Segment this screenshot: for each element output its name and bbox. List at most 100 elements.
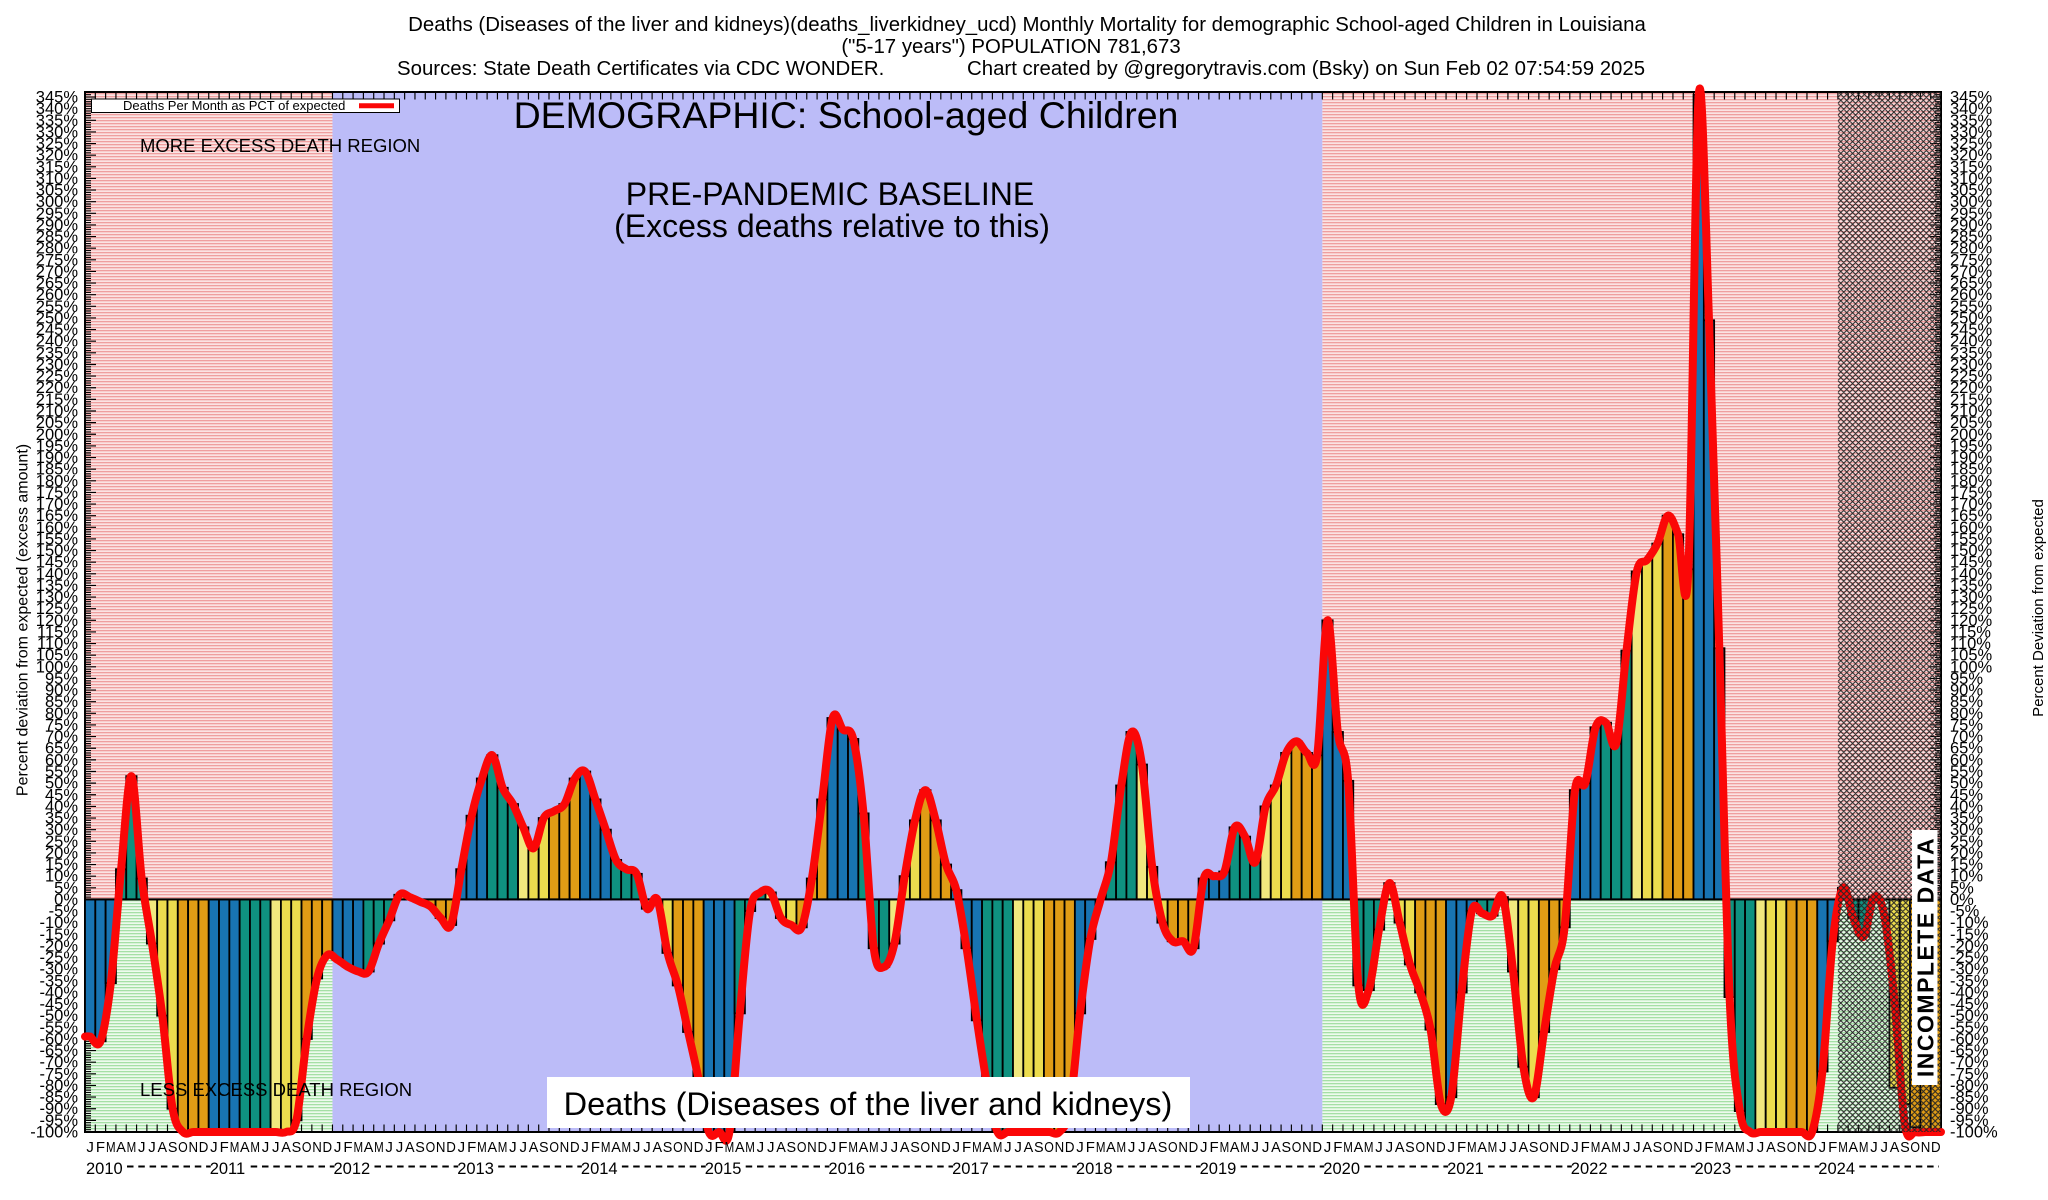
svg-text:S: S xyxy=(1158,1139,1168,1156)
svg-text:145%: 145% xyxy=(36,554,79,572)
svg-text:J: J xyxy=(1870,1139,1878,1156)
svg-text:195%: 195% xyxy=(36,437,79,455)
svg-text:M: M xyxy=(869,1139,879,1156)
svg-text:F: F xyxy=(220,1139,229,1156)
svg-text:295%: 295% xyxy=(36,205,79,223)
svg-text:275%: 275% xyxy=(36,251,79,269)
svg-text:-55%: -55% xyxy=(1950,1019,1989,1037)
svg-text:340%: 340% xyxy=(1950,100,1993,118)
svg-text:O: O xyxy=(797,1139,807,1156)
svg-text:S: S xyxy=(1900,1139,1910,1156)
svg-text:110%: 110% xyxy=(1950,635,1991,653)
svg-text:85%: 85% xyxy=(1950,693,1983,711)
svg-text:-20%: -20% xyxy=(39,937,78,955)
svg-text:A: A xyxy=(487,1139,497,1156)
svg-text:O: O xyxy=(1539,1139,1549,1156)
svg-text:230%: 230% xyxy=(36,356,79,374)
svg-text:5%: 5% xyxy=(1950,879,1974,897)
svg-text:325%: 325% xyxy=(36,135,79,153)
svg-text:M: M xyxy=(972,1139,982,1156)
svg-text:D: D xyxy=(1436,1139,1446,1156)
svg-text:M: M xyxy=(127,1139,137,1156)
svg-text:J: J xyxy=(1200,1139,1208,1156)
svg-text:A: A xyxy=(1147,1139,1157,1156)
svg-text:D: D xyxy=(1931,1139,1941,1156)
svg-text:J: J xyxy=(1623,1139,1631,1156)
svg-text:J: J xyxy=(385,1139,393,1156)
svg-text:S: S xyxy=(539,1139,549,1156)
svg-text:50%: 50% xyxy=(45,775,78,793)
svg-text:-100%: -100% xyxy=(1950,1124,1998,1142)
svg-text:D: D xyxy=(1189,1139,1199,1156)
svg-text:Sources: State Death Certifica: Sources: State Death Certificates via CD… xyxy=(397,58,884,80)
svg-text:175%: 175% xyxy=(1950,484,1993,502)
svg-text:M: M xyxy=(745,1139,755,1156)
svg-text:-30%: -30% xyxy=(39,961,78,979)
svg-text:155%: 155% xyxy=(36,530,79,548)
svg-text:315%: 315% xyxy=(36,158,79,176)
svg-text:D: D xyxy=(323,1139,333,1156)
svg-text:2015: 2015 xyxy=(705,1160,742,1178)
svg-text:85%: 85% xyxy=(45,693,78,711)
svg-text:J: J xyxy=(509,1139,517,1156)
svg-text:320%: 320% xyxy=(36,147,79,165)
svg-text:305%: 305% xyxy=(1950,182,1993,200)
svg-text:M: M xyxy=(993,1139,1003,1156)
svg-text:90%: 90% xyxy=(45,682,78,700)
svg-text:70%: 70% xyxy=(45,728,78,746)
svg-text:185%: 185% xyxy=(1950,461,1993,479)
svg-text:-55%: -55% xyxy=(39,1019,78,1037)
svg-text:250%: 250% xyxy=(1950,310,1993,328)
svg-text:25%: 25% xyxy=(1950,833,1983,851)
svg-text:-25%: -25% xyxy=(39,949,78,967)
svg-text:M: M xyxy=(1096,1139,1106,1156)
svg-text:S: S xyxy=(1034,1139,1044,1156)
svg-text:J: J xyxy=(210,1139,218,1156)
svg-text:-80%: -80% xyxy=(1950,1077,1989,1095)
svg-text:O: O xyxy=(921,1139,931,1156)
svg-text:M: M xyxy=(1467,1139,1477,1156)
svg-text:140%: 140% xyxy=(36,565,79,583)
svg-text:A: A xyxy=(1601,1139,1611,1156)
svg-text:-25%: -25% xyxy=(1950,949,1989,967)
svg-text:A: A xyxy=(1024,1139,1034,1156)
svg-text:-45%: -45% xyxy=(39,996,78,1014)
svg-text:M: M xyxy=(1220,1139,1230,1156)
svg-text:150%: 150% xyxy=(1950,542,1993,560)
svg-text:-70%: -70% xyxy=(1950,1054,1989,1072)
svg-text:2022: 2022 xyxy=(1571,1160,1608,1178)
svg-text:DEMOGRAPHIC: School-aged Child: DEMOGRAPHIC: School-aged Children xyxy=(514,94,1179,136)
svg-text:240%: 240% xyxy=(1950,333,1993,351)
svg-text:235%: 235% xyxy=(1950,344,1993,362)
svg-text:335%: 335% xyxy=(36,112,79,130)
svg-text:A: A xyxy=(859,1139,869,1156)
svg-text:2014: 2014 xyxy=(581,1160,618,1178)
svg-text:A: A xyxy=(116,1139,126,1156)
svg-text:M: M xyxy=(725,1139,735,1156)
svg-text:0%: 0% xyxy=(1950,891,1974,909)
svg-text:295%: 295% xyxy=(1950,205,1993,223)
svg-text:J: J xyxy=(1076,1139,1084,1156)
svg-text:220%: 220% xyxy=(36,379,79,397)
svg-text:INCOMPLETE DATA: INCOMPLETE DATA xyxy=(1913,837,1939,1077)
svg-text:-80%: -80% xyxy=(39,1077,78,1095)
svg-text:-5%: -5% xyxy=(1950,903,1980,921)
svg-text:225%: 225% xyxy=(36,368,79,386)
svg-text:A: A xyxy=(529,1139,539,1156)
svg-text:A: A xyxy=(1849,1139,1859,1156)
svg-text:F: F xyxy=(343,1139,352,1156)
svg-text:130%: 130% xyxy=(1950,589,1993,607)
svg-text:135%: 135% xyxy=(1950,577,1993,595)
svg-text:J: J xyxy=(880,1139,888,1156)
svg-text:J: J xyxy=(757,1139,765,1156)
svg-text:80%: 80% xyxy=(1950,705,1983,723)
svg-text:O: O xyxy=(1787,1139,1797,1156)
svg-text:120%: 120% xyxy=(1950,612,1993,630)
svg-text:260%: 260% xyxy=(1950,286,1993,304)
svg-text:F: F xyxy=(838,1139,847,1156)
svg-text:O: O xyxy=(549,1139,559,1156)
svg-text:(Excess deaths relative to thi: (Excess deaths relative to this) xyxy=(614,208,1050,244)
svg-text:J: J xyxy=(1571,1139,1579,1156)
svg-text:M: M xyxy=(1715,1139,1725,1156)
svg-text:J: J xyxy=(1447,1139,1455,1156)
